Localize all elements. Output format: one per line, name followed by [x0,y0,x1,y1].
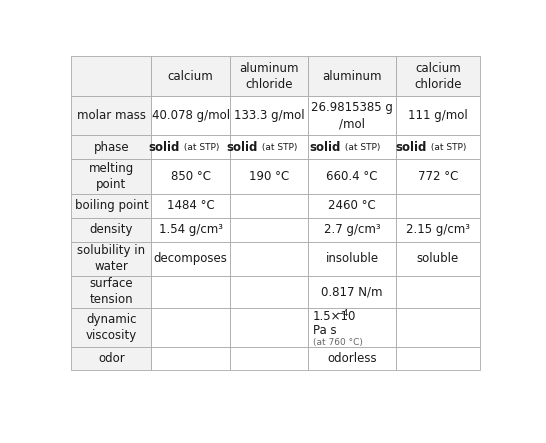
Text: 40.078 g/mol: 40.078 g/mol [152,109,230,122]
Text: dynamic
viscosity: dynamic viscosity [86,313,137,342]
Bar [72,308,151,347]
Text: molar mass: molar mass [77,109,146,122]
Text: density: density [90,223,133,236]
Bar [72,242,151,276]
Text: 26.9815385 g
/mol: 26.9815385 g /mol [311,101,393,130]
Bar [230,56,308,96]
Bar [230,242,308,276]
Bar [308,96,396,135]
Text: phase: phase [93,141,129,154]
Bar [396,242,480,276]
Bar [230,194,308,218]
Text: melting
point: melting point [89,162,134,191]
Bar [72,56,151,96]
Text: odor: odor [98,352,124,365]
Text: 133.3 g/mol: 133.3 g/mol [234,109,304,122]
Bar [230,159,308,194]
Text: 111 g/mol: 111 g/mol [408,109,468,122]
Text: 1.5×10: 1.5×10 [313,311,356,323]
Bar [308,218,396,242]
Text: 660.4 °C: 660.4 °C [326,170,378,183]
Text: surface
tension: surface tension [90,277,133,307]
Text: Pa s: Pa s [313,324,336,337]
Bar [396,218,480,242]
Bar [151,159,230,194]
Text: aluminum: aluminum [322,70,382,82]
Text: 1.54 g/cm³: 1.54 g/cm³ [158,223,223,236]
Bar [308,135,396,159]
Bar [396,276,480,308]
Bar [151,276,230,308]
Text: solid: solid [310,141,341,154]
Bar [230,96,308,135]
Text: (at STP): (at STP) [259,143,297,152]
Bar [396,96,480,135]
Text: 850 °C: 850 °C [170,170,211,183]
Text: calcium
chloride: calcium chloride [414,62,461,90]
Bar [151,308,230,347]
Bar [308,276,396,308]
Bar [72,96,151,135]
Text: 1484 °C: 1484 °C [167,199,215,212]
Text: 2460 °C: 2460 °C [328,199,376,212]
Bar [230,347,308,370]
Text: solubility in
water: solubility in water [78,245,145,273]
Text: 2.15 g/cm³: 2.15 g/cm³ [406,223,470,236]
Bar [396,194,480,218]
Text: solid: solid [396,141,427,154]
Text: (at STP): (at STP) [428,143,466,152]
Bar [308,56,396,96]
Bar [396,56,480,96]
Bar [151,242,230,276]
Text: boiling point: boiling point [74,199,149,212]
Bar [72,194,151,218]
Bar [230,135,308,159]
Bar [396,159,480,194]
Bar [230,276,308,308]
Bar [151,135,230,159]
Text: aluminum
chloride: aluminum chloride [239,62,299,90]
Text: decomposes: decomposes [153,253,228,265]
Text: odorless: odorless [327,352,377,365]
Text: (at 760 °C): (at 760 °C) [313,338,363,347]
Text: soluble: soluble [417,253,459,265]
Text: solid: solid [149,141,180,154]
Bar [72,218,151,242]
Bar [151,218,230,242]
Bar [151,96,230,135]
Text: 772 °C: 772 °C [418,170,458,183]
Text: 0.817 N/m: 0.817 N/m [321,285,383,299]
Bar [308,242,396,276]
Text: insoluble: insoluble [325,253,378,265]
Bar [72,276,151,308]
Bar [308,194,396,218]
Bar [72,159,151,194]
Bar [396,308,480,347]
Text: calcium: calcium [168,70,213,82]
Text: 190 °C: 190 °C [249,170,289,183]
Bar [396,135,480,159]
Text: (at STP): (at STP) [342,143,380,152]
Bar [308,347,396,370]
Bar [308,308,396,347]
Text: −4: −4 [336,309,348,318]
Bar [230,308,308,347]
Bar [151,194,230,218]
Bar [308,159,396,194]
Text: 2.7 g/cm³: 2.7 g/cm³ [324,223,380,236]
Bar [151,347,230,370]
Bar [72,347,151,370]
Text: solid: solid [227,141,258,154]
Text: (at STP): (at STP) [181,143,219,152]
Bar [151,56,230,96]
Bar [396,347,480,370]
Bar [230,218,308,242]
Bar [72,135,151,159]
